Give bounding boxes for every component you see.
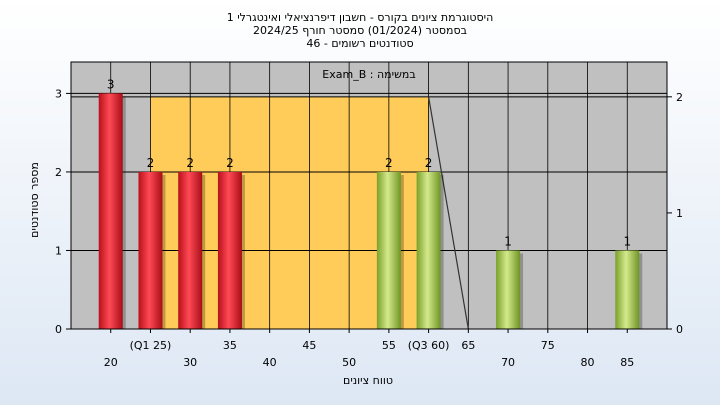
histogram-bar [217,171,242,329]
x-tick-label: 40 [263,356,277,369]
y-tick-label: 1 [55,244,62,257]
x-tick-label: 85 [620,356,634,369]
x-tick-label: 55 [382,339,396,352]
x-axis-title: טווח ציונים [343,374,393,387]
x-tick-label: 80 [581,356,595,369]
x-tick-label: 45 [302,339,316,352]
right-tick-label: 2 [676,91,683,104]
y-tick-label: 3 [55,87,62,100]
histogram-bar [138,171,163,329]
y-tick-label: 2 [55,166,62,179]
bar-value-label: 3 [107,77,115,91]
x-tick-label: 70 [501,356,515,369]
plot-label: במשימה : Exam_B [322,68,415,81]
title-line-2: בסמסטר (01/2024) סמסטר חורף 2024/25 [253,24,467,37]
title-line-3: סטודנטים רשומים - 46 [306,37,413,50]
x-tick-label: 50 [342,356,356,369]
x-tick-label: (Q3 60) [408,339,450,352]
chart-title: היסטוגרמת ציונים בקורס - חשבון דיפרנציאל… [227,11,494,50]
distribution-line [428,96,469,330]
bar-value-label: 1 [623,234,631,248]
histogram-bar [98,93,123,329]
bar-value-label: 1 [504,234,512,248]
histogram-bar [416,171,441,329]
title-line-1: היסטוגרמת ציונים בקורס - חשבון דיפרנציאל… [227,11,494,24]
x-tick-label: 35 [223,339,237,352]
right-tick-label: 0 [676,323,683,336]
x-tick-label: 20 [104,356,118,369]
y-tick-label: 0 [55,323,62,336]
bar-value-label: 2 [186,156,194,170]
y-axis-title: מספר סטודנטים [28,162,41,238]
bar-value-label: 2 [226,156,234,170]
x-tick-label: (Q1 25) [130,339,172,352]
x-tick-label: 30 [183,356,197,369]
x-tick-label: 65 [461,339,475,352]
histogram-bar [178,171,203,329]
histogram-bar [376,171,401,329]
bar-value-label: 2 [147,156,155,170]
x-tick-label: 75 [541,339,555,352]
bar-value-label: 2 [425,156,433,170]
bar-value-label: 2 [385,156,393,170]
histogram-bar [615,250,640,329]
plot-border [70,61,668,330]
histogram-bar [496,250,521,329]
right-tick-label: 1 [676,207,683,220]
